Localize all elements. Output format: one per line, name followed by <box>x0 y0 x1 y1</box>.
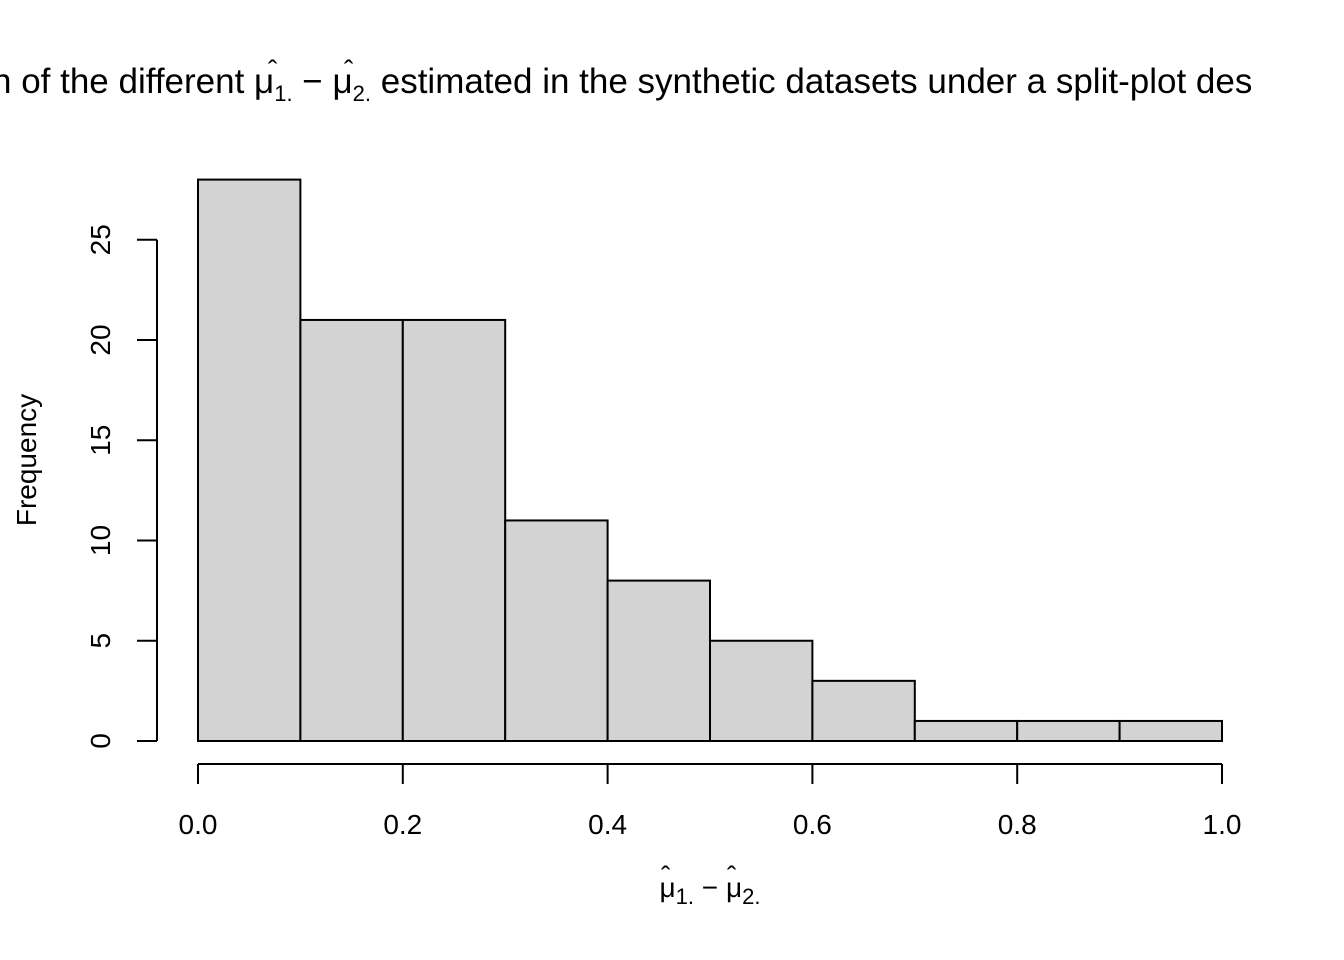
y-tick-label-4: 20 <box>85 324 116 355</box>
histogram-bar-0 <box>197 178 302 743</box>
title-mu-2: μ <box>332 62 352 101</box>
histogram-bar-2 <box>401 318 507 742</box>
histogram-bar-9 <box>1118 719 1223 743</box>
title-sub-2: 2. <box>353 81 371 106</box>
xlabel-sub-2: 2. <box>742 884 760 909</box>
xlabel-minus: − <box>694 872 726 903</box>
y-tick-label-3: 15 <box>85 425 116 456</box>
title-hat-1: ˆ <box>268 55 278 86</box>
title-minus: − <box>293 62 333 101</box>
y-axis-title: Frequency <box>11 394 42 526</box>
histogram-bar-8 <box>1016 719 1121 743</box>
title-suffix: estimated in the synthetic datasets unde… <box>371 62 1252 101</box>
xlabel-mu-1: μ <box>660 872 676 903</box>
x-tick-label-2: 0.4 <box>588 809 627 840</box>
y-tick-label-0: 0 <box>85 733 116 749</box>
xlabel-hat-1: ˆ <box>661 861 671 892</box>
histogram-bar-7 <box>913 719 1019 743</box>
chart-title: n of the different μ1. − μ2. estimated i… <box>0 62 1252 106</box>
histogram-bar-4 <box>606 579 711 742</box>
bars-group <box>197 178 1223 743</box>
title-mu-1: μ <box>254 62 274 101</box>
xlabel-hat-2: ˆ <box>727 861 737 892</box>
title-sub-1: 1. <box>274 81 292 106</box>
x-axis: 0.0 0.2 0.4 0.6 0.8 1.0 <box>179 763 1242 840</box>
y-tick-label-5: 25 <box>85 224 116 255</box>
histogram-bar-5 <box>709 639 814 742</box>
y-tick-label-1: 5 <box>85 633 116 649</box>
histogram-bar-6 <box>811 679 916 742</box>
x-tick-label-0: 0.0 <box>179 809 218 840</box>
x-tick-label-1: 0.2 <box>383 809 422 840</box>
histogram-bar-3 <box>504 519 609 743</box>
y-tick-label-2: 10 <box>85 525 116 556</box>
x-tick-label-3: 0.6 <box>793 809 832 840</box>
x-axis-title: μ1. − μ2. <box>660 872 761 909</box>
histogram-bar-1 <box>299 318 404 742</box>
x-tick-label-5: 1.0 <box>1203 809 1242 840</box>
xlabel-mu-2: μ <box>726 872 742 903</box>
x-tick-label-4: 0.8 <box>998 809 1037 840</box>
xlabel-sub-1: 1. <box>676 884 694 909</box>
title-prefix: n of the different <box>0 62 254 101</box>
y-axis: 0 5 10 15 20 25 <box>85 224 158 749</box>
title-hat-2: ˆ <box>344 55 354 86</box>
